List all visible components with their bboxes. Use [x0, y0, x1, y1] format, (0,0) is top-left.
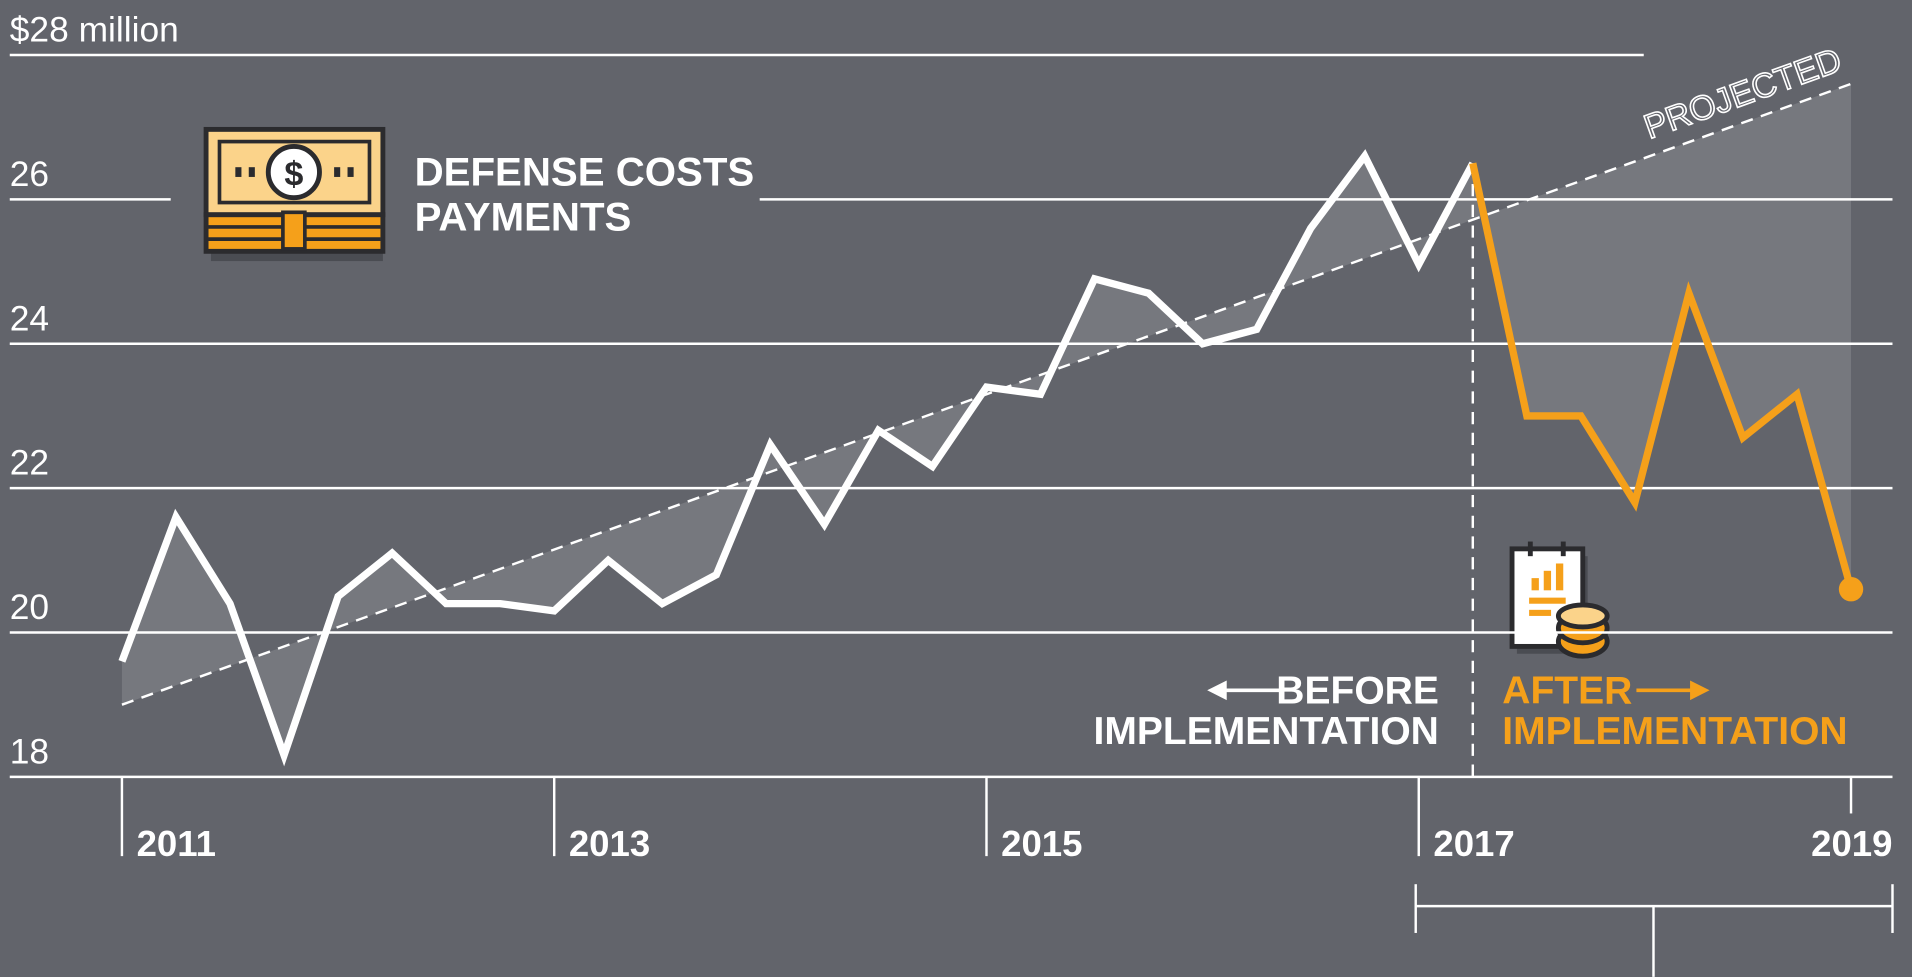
series-line	[1469, 162, 1855, 591]
gap-area	[121, 83, 1852, 756]
x-tick-label: 2011	[137, 823, 216, 864]
bracket	[1414, 884, 1894, 977]
report-icon	[1509, 541, 1610, 659]
note-line: AFTER	[1502, 670, 1632, 713]
note-line: BEFORE	[1276, 670, 1439, 713]
before-arrow	[1207, 680, 1281, 701]
note-line: IMPLEMENTATION	[1502, 710, 1847, 753]
x-tick-label: 2013	[569, 823, 650, 864]
series-line	[118, 149, 1477, 767]
x-tick-label: 2017	[1433, 823, 1514, 864]
after-arrow	[1636, 680, 1710, 701]
y-tick-label: 18	[10, 732, 49, 771]
end-point	[1838, 577, 1864, 602]
money-icon: $	[203, 126, 386, 262]
svg-text:$: $	[284, 155, 303, 193]
x-tick-label: 2015	[1001, 823, 1082, 864]
y-tick-label: 20	[10, 588, 49, 627]
y-tick-label: 26	[10, 155, 49, 194]
y-tick-label: $28 million	[10, 11, 179, 50]
y-tick-label: 24	[10, 299, 49, 338]
note-line: IMPLEMENTATION	[1094, 710, 1439, 753]
y-tick-label: 22	[10, 444, 49, 483]
title-line: PAYMENTS	[415, 195, 632, 240]
trend-line	[121, 82, 1852, 706]
before-note: BEFORE IMPLEMENTATION	[1094, 670, 1439, 753]
after-note: AFTER IMPLEMENTATION	[1502, 670, 1847, 753]
title-line: DEFENSE COSTS	[415, 149, 755, 194]
chart-title: DEFENSE COSTS PAYMENTS	[415, 149, 755, 239]
x-tick-label: 2019	[1811, 823, 1892, 864]
